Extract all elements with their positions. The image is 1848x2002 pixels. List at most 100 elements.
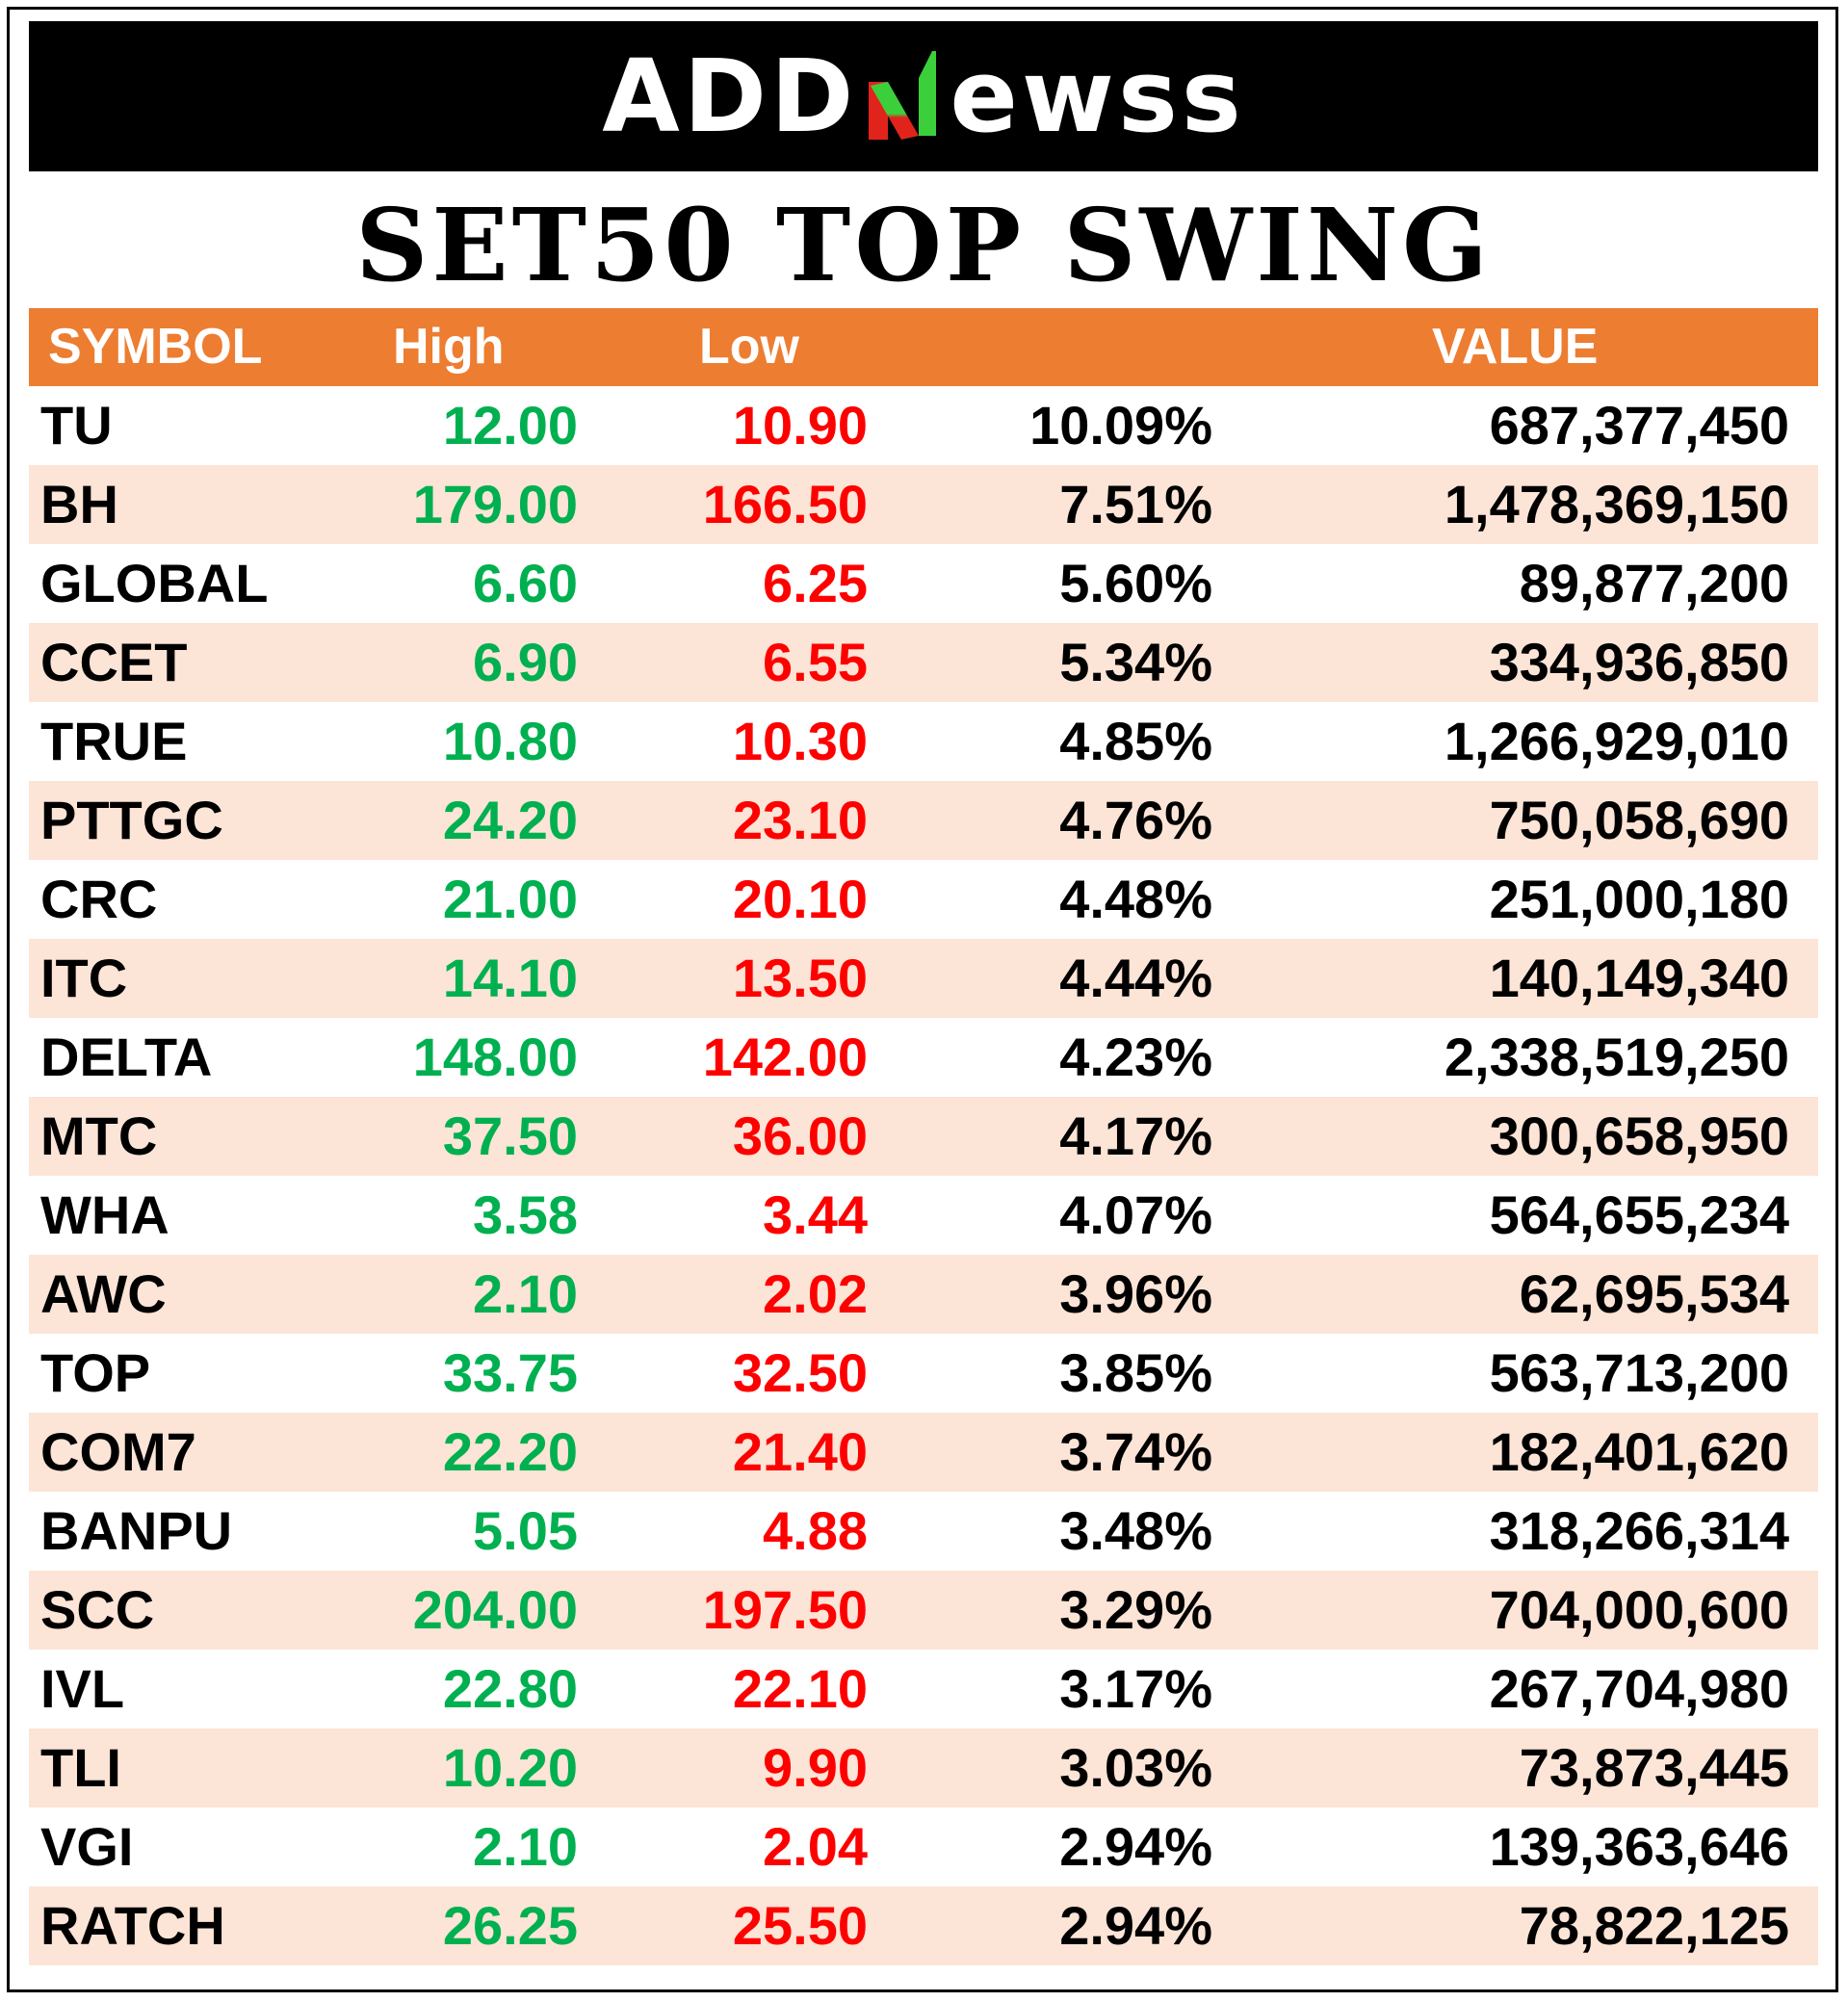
table-row: GLOBAL 6.60 6.25 5.60% 89,877,200: [29, 544, 1818, 623]
table-row: CRC 21.00 20.10 4.48% 251,000,180: [29, 860, 1818, 939]
cell-symbol: VGI: [40, 1816, 134, 1877]
brand-banner: ADD ewss: [29, 21, 1818, 171]
table-row: TOP 33.75 32.50 3.85% 563,713,200: [29, 1334, 1818, 1413]
cell-low: 142.00: [702, 1027, 868, 1087]
table-row: BH 179.00 166.50 7.51% 1,478,369,150: [29, 465, 1818, 544]
header-high: High: [393, 319, 505, 375]
cell-value: 139,363,646: [1489, 1816, 1789, 1877]
cell-symbol: COM7: [40, 1421, 196, 1482]
cell-value: 182,401,620: [1489, 1421, 1789, 1482]
cell-swing-pct: 4.85%: [1059, 711, 1212, 771]
cell-swing-pct: 4.44%: [1059, 948, 1212, 1008]
cell-high: 204.00: [412, 1579, 578, 1640]
table-row: VGI 2.10 2.04 2.94% 139,363,646: [29, 1807, 1818, 1886]
table-header: SYMBOL High Low VALUE: [29, 308, 1818, 386]
cell-symbol: CRC: [40, 869, 158, 929]
cell-low: 36.00: [732, 1105, 868, 1166]
cell-high: 5.05: [473, 1500, 578, 1561]
cell-high: 10.20: [442, 1737, 578, 1798]
cell-swing-pct: 7.51%: [1059, 474, 1212, 534]
cell-symbol: ITC: [40, 948, 128, 1008]
cell-symbol: WHA: [40, 1184, 169, 1245]
table-row: ITC 14.10 13.50 4.44% 140,149,340: [29, 939, 1818, 1018]
cell-high: 6.90: [473, 632, 578, 692]
table-row: AWC 2.10 2.02 3.96% 62,695,534: [29, 1255, 1818, 1334]
cell-symbol: TLI: [40, 1737, 121, 1798]
cell-value: 267,704,980: [1489, 1658, 1789, 1719]
cell-low: 22.10: [732, 1658, 868, 1719]
table-row: RATCH 26.25 25.50 2.94% 78,822,125: [29, 1886, 1818, 1965]
cell-low: 3.44: [763, 1184, 868, 1245]
table-row: CCET 6.90 6.55 5.34% 334,936,850: [29, 623, 1818, 702]
cell-value: 62,695,534: [1519, 1263, 1789, 1324]
cell-value: 564,655,234: [1489, 1184, 1789, 1245]
cell-swing-pct: 4.23%: [1059, 1027, 1212, 1087]
cell-low: 9.90: [763, 1737, 868, 1798]
cell-high: 6.60: [473, 553, 578, 613]
cell-symbol: TU: [40, 395, 113, 455]
cell-swing-pct: 5.34%: [1059, 632, 1212, 692]
cell-symbol: BANPU: [40, 1500, 233, 1561]
cell-symbol: BH: [40, 474, 118, 534]
cell-swing-pct: 2.94%: [1059, 1816, 1212, 1877]
cell-high: 26.25: [442, 1895, 578, 1956]
cell-low: 10.90: [732, 395, 868, 455]
header-symbol: SYMBOL: [48, 319, 263, 375]
cell-high: 33.75: [442, 1342, 578, 1403]
cell-high: 22.80: [442, 1658, 578, 1719]
cell-value: 687,377,450: [1489, 395, 1789, 455]
cell-swing-pct: 10.09%: [1029, 395, 1212, 455]
cell-symbol: DELTA: [40, 1027, 213, 1087]
cell-high: 21.00: [442, 869, 578, 929]
header-low: Low: [699, 319, 799, 375]
brand-logo: ADD ewss: [602, 43, 1245, 149]
table-row: TLI 10.20 9.90 3.03% 73,873,445: [29, 1729, 1818, 1807]
cell-swing-pct: 3.85%: [1059, 1342, 1212, 1403]
cell-value: 89,877,200: [1519, 553, 1789, 613]
cell-symbol: TRUE: [40, 711, 188, 771]
page-title: SET50 TOP SWING: [355, 186, 1492, 304]
cell-swing-pct: 4.48%: [1059, 869, 1212, 929]
cell-value: 1,266,929,010: [1444, 711, 1789, 771]
cell-low: 25.50: [732, 1895, 868, 1956]
cell-value: 750,058,690: [1489, 790, 1789, 850]
cell-symbol: CCET: [40, 632, 188, 692]
cell-low: 2.04: [763, 1816, 868, 1877]
table-row: BANPU 5.05 4.88 3.48% 318,266,314: [29, 1492, 1818, 1571]
cell-low: 10.30: [732, 711, 868, 771]
cell-symbol: PTTGC: [40, 790, 223, 850]
cell-value: 140,149,340: [1489, 948, 1789, 1008]
cell-value: 334,936,850: [1489, 632, 1789, 692]
cell-symbol: TOP: [40, 1342, 151, 1403]
header-value: VALUE: [1432, 319, 1599, 375]
cell-low: 20.10: [732, 869, 868, 929]
cell-low: 23.10: [732, 790, 868, 850]
cell-high: 12.00: [442, 395, 578, 455]
table-row: TRUE 10.80 10.30 4.85% 1,266,929,010: [29, 702, 1818, 781]
cell-symbol: RATCH: [40, 1895, 225, 1956]
cell-low: 6.25: [763, 553, 868, 613]
cell-high: 179.00: [412, 474, 578, 534]
cell-high: 148.00: [412, 1027, 578, 1087]
cell-value: 251,000,180: [1489, 869, 1789, 929]
cell-low: 166.50: [702, 474, 868, 534]
cell-swing-pct: 5.60%: [1059, 553, 1212, 613]
brand-logo-n-mark: [869, 51, 937, 140]
cell-swing-pct: 4.76%: [1059, 790, 1212, 850]
cell-low: 21.40: [732, 1421, 868, 1482]
cell-swing-pct: 4.17%: [1059, 1105, 1212, 1166]
cell-value: 2,338,519,250: [1444, 1027, 1789, 1087]
cell-high: 37.50: [442, 1105, 578, 1166]
cell-low: 32.50: [732, 1342, 868, 1403]
cell-low: 4.88: [763, 1500, 868, 1561]
cell-symbol: MTC: [40, 1105, 158, 1166]
cell-high: 3.58: [473, 1184, 578, 1245]
cell-high: 22.20: [442, 1421, 578, 1482]
cell-swing-pct: 3.96%: [1059, 1263, 1212, 1324]
cell-value: 300,658,950: [1489, 1105, 1789, 1166]
cell-high: 14.10: [442, 948, 578, 1008]
table-row: IVL 22.80 22.10 3.17% 267,704,980: [29, 1650, 1818, 1729]
cell-symbol: AWC: [40, 1263, 167, 1324]
cell-swing-pct: 3.17%: [1059, 1658, 1212, 1719]
cell-low: 13.50: [732, 948, 868, 1008]
